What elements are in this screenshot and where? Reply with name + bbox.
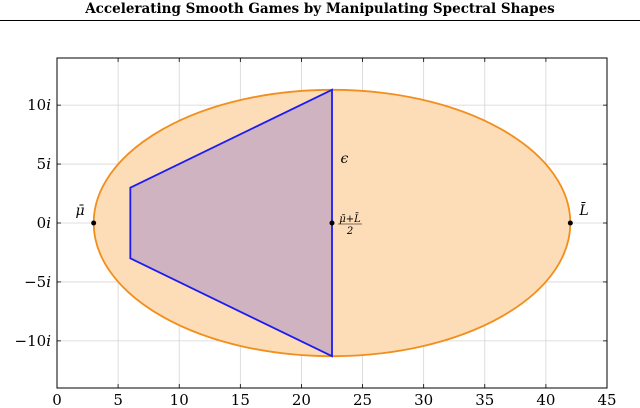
l-bar-label: L̄ (578, 201, 588, 219)
axes-frame (56, 57, 608, 389)
x-tick-label: 5 (113, 391, 123, 408)
y-tick-label: −10i (15, 332, 52, 350)
x-tick-label: 20 (292, 391, 311, 408)
x-tick-label: 30 (414, 391, 433, 408)
x-tick-label: 35 (475, 391, 494, 408)
paper-header-title: Accelerating Smooth Games by Manipulatin… (85, 1, 555, 17)
point-dot (329, 220, 335, 226)
epsilon-label: ϵ (341, 151, 349, 167)
x-tick-label: 10 (170, 391, 189, 408)
mid-label-denominator: 2 (346, 226, 353, 237)
y-tick-label: 5i (37, 155, 52, 173)
y-tick-label: 0i (37, 214, 52, 232)
mid-label-numerator: μ̄+L̄ (339, 213, 361, 225)
x-tick-label: 25 (353, 391, 372, 408)
point-marks: μ̄ L̄ μ̄+L̄2 ϵ (76, 151, 589, 237)
y-tick-label: 10i (27, 96, 51, 114)
mu-bar-label: μ̄ (76, 203, 85, 219)
point-dot (91, 220, 97, 226)
x-tick-label: 15 (231, 391, 250, 408)
point-dot (567, 220, 573, 226)
tick-labels: 0 5 10 15 20 25 30 35 40 45 −10i −5i 0i 5i 10i (15, 96, 617, 408)
header-rule (0, 20, 640, 21)
y-tick-label: −5i (24, 273, 51, 291)
spectral-polygon (129, 88, 333, 358)
x-tick-label: 45 (597, 391, 616, 408)
x-tick-label: 0 (52, 391, 62, 408)
x-tick-label: 40 (536, 391, 555, 408)
